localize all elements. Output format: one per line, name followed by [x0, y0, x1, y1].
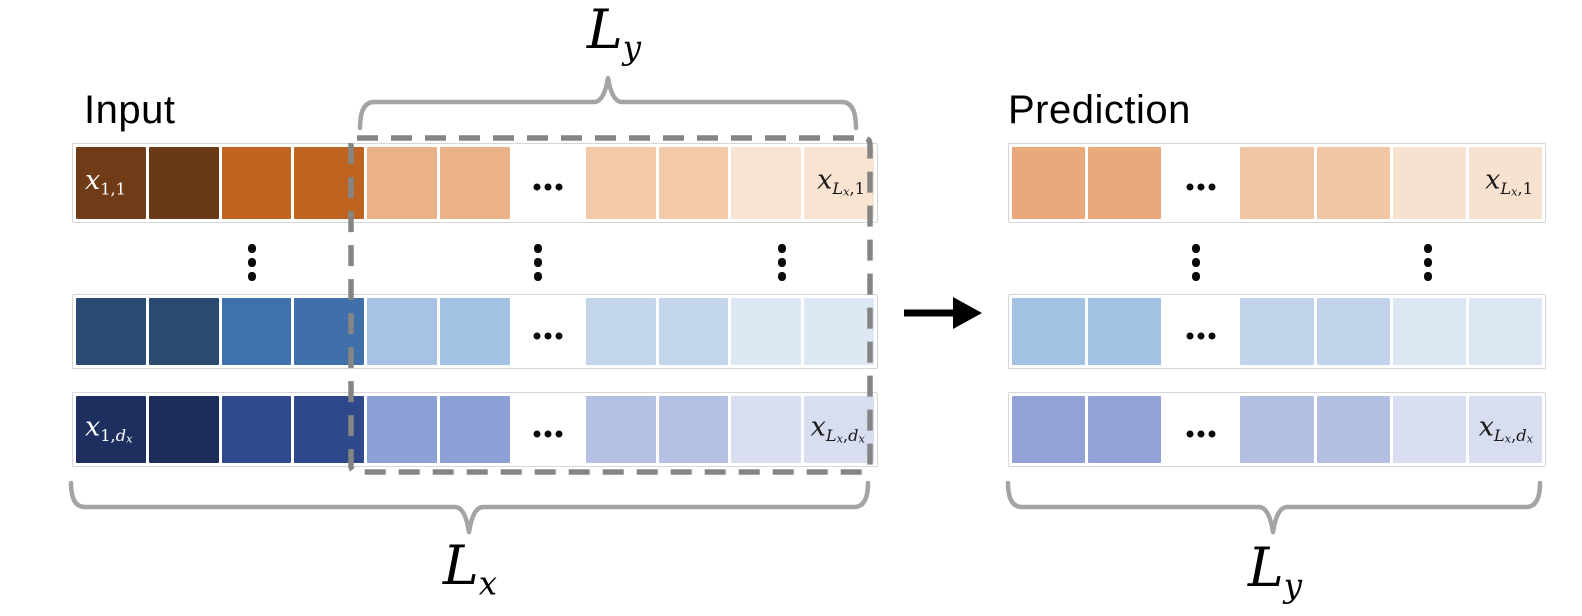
matrix-cell [1164, 396, 1238, 463]
matrix-cell [294, 147, 365, 219]
vertical-ellipsis-icon [1192, 244, 1200, 281]
lx-bottom-label: Lx [442, 534, 498, 603]
arrow-right-icon [904, 297, 982, 329]
cell-math-label: xLx,1 [817, 164, 865, 199]
matrix-cell [804, 298, 874, 365]
matrix-cell [1316, 396, 1390, 463]
matrix-row-input-1: x1,1 xLx,1 [72, 143, 878, 223]
matrix-cell [148, 147, 219, 219]
ly-bottom-label: Ly [1247, 536, 1303, 605]
matrix-row-input-2 [72, 294, 878, 369]
matrix-cell [1240, 396, 1314, 463]
matrix-cell [1392, 298, 1466, 365]
matrix-cell [585, 147, 656, 219]
matrix-cell [585, 396, 656, 463]
matrix-cell [294, 298, 365, 365]
matrix-cell [1088, 396, 1162, 463]
matrix-cell [1012, 298, 1086, 365]
vertical-ellipsis-icon [778, 244, 786, 281]
matrix-cell [1240, 147, 1314, 219]
matrix-cell [294, 396, 365, 463]
vertical-ellipsis-icon [534, 244, 542, 281]
matrix-cell [731, 147, 802, 219]
matrix-cell: x1,1 [76, 147, 146, 219]
matrix-cell [512, 396, 583, 463]
matrix-cell [1468, 298, 1542, 365]
ly-bottom-brace [1005, 480, 1543, 535]
ly-top-brace [357, 75, 859, 131]
matrix-cell [148, 396, 219, 463]
matrix-cell [512, 298, 583, 365]
cell-math-label: xLx,dx [1478, 411, 1533, 446]
matrix-cell [658, 147, 729, 219]
matrix-cell [1164, 147, 1238, 219]
matrix-cell [658, 298, 729, 365]
matrix-cell [658, 396, 729, 463]
matrix-cell [440, 396, 510, 463]
matrix-cell [1012, 396, 1086, 463]
matrix-cell [1316, 147, 1390, 219]
matrix-cell [1316, 298, 1390, 365]
matrix-cell [221, 298, 292, 365]
matrix-cell [1088, 147, 1162, 219]
matrix-row-prediction-1: xLx,1 [1008, 143, 1546, 223]
matrix-cell [148, 298, 219, 365]
matrix-cell [440, 147, 510, 219]
matrix-cell [1088, 298, 1162, 365]
matrix-row-prediction-2 [1008, 294, 1546, 369]
horizontal-ellipsis-icon [1186, 183, 1216, 191]
matrix-cell [440, 298, 510, 365]
cell-math-label: x1,1 [85, 165, 126, 199]
matrix-cell [367, 396, 438, 463]
vertical-ellipsis-icon [1424, 244, 1432, 281]
horizontal-ellipsis-icon [533, 332, 563, 340]
ly-top-label: Ly [586, 0, 642, 67]
matrix-cell: xLx,1 [1468, 147, 1542, 219]
horizontal-ellipsis-icon [533, 430, 563, 438]
horizontal-ellipsis-icon [533, 183, 563, 191]
matrix-cell [731, 298, 802, 365]
matrix-cell [367, 147, 438, 219]
lx-bottom-brace [68, 480, 871, 535]
matrix-cell [1240, 298, 1314, 365]
matrix-cell [1392, 147, 1466, 219]
matrix-cell [367, 298, 438, 365]
prediction-section-label: Prediction [1008, 88, 1191, 132]
matrix-cell [1012, 147, 1086, 219]
matrix-cell: xLx,dx [804, 396, 874, 463]
matrix-cell [221, 396, 292, 463]
matrix-cell: xLx,1 [804, 147, 874, 219]
matrix-row-prediction-3: xLx,dx [1008, 392, 1546, 467]
matrix-cell [1392, 396, 1466, 463]
horizontal-ellipsis-icon [1186, 430, 1216, 438]
matrix-cell [1164, 298, 1238, 365]
matrix-cell: xLx,dx [1468, 396, 1542, 463]
cell-math-label: xLx,dx [810, 411, 865, 446]
matrix-cell [76, 298, 146, 365]
matrix-cell [221, 147, 292, 219]
matrix-cell: x1,dx [76, 396, 146, 463]
input-section-label: Input [84, 88, 176, 132]
matrix-cell [585, 298, 656, 365]
cell-math-label: x1,dx [85, 411, 133, 446]
vertical-ellipsis-icon [248, 244, 256, 281]
matrix-row-input-3: x1,dx xLx,dx [72, 392, 878, 467]
matrix-cell [512, 147, 583, 219]
horizontal-ellipsis-icon [1186, 332, 1216, 340]
matrix-cell [731, 396, 802, 463]
cell-math-label: xLx,1 [1485, 164, 1533, 199]
